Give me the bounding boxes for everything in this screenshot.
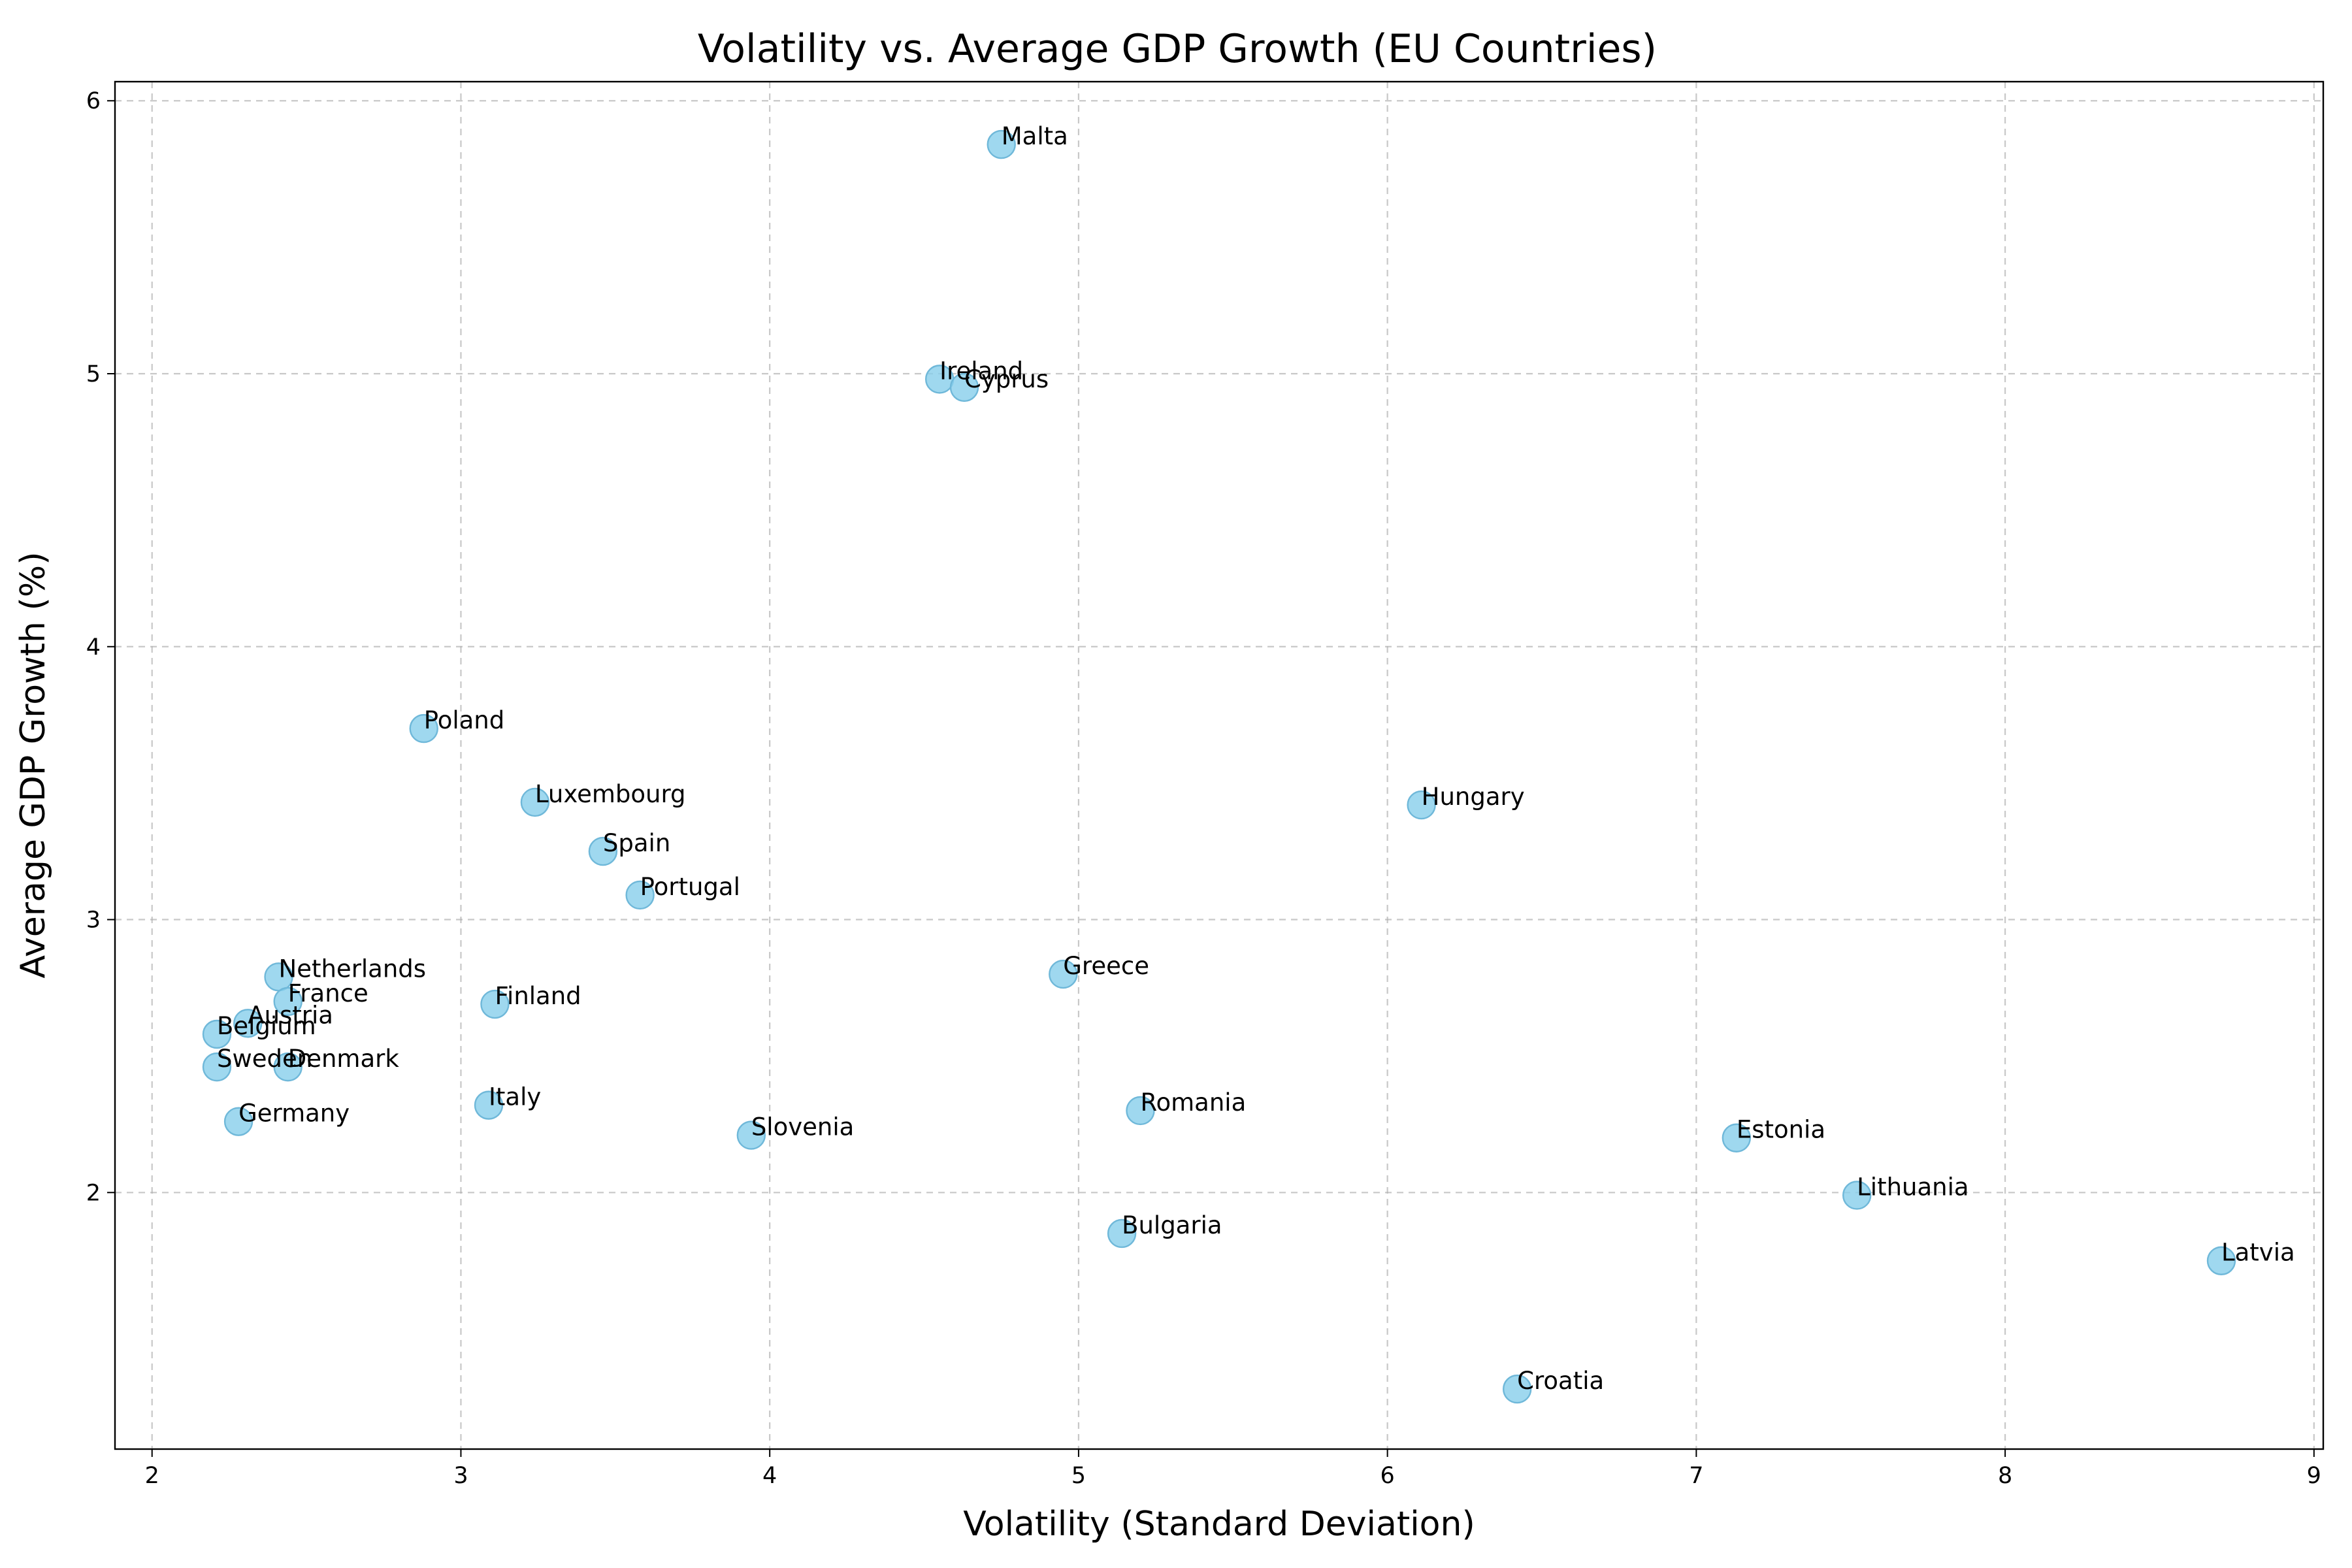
data-point xyxy=(202,1019,232,1049)
x-tick-label: 5 xyxy=(1071,1463,1086,1489)
data-point xyxy=(1107,1218,1137,1249)
point-label: Austria xyxy=(248,1001,333,1029)
point-label: Malta xyxy=(1002,122,1068,150)
data-point xyxy=(588,836,618,866)
point-label: Italy xyxy=(489,1083,541,1111)
y-tick-label: 2 xyxy=(86,1180,101,1206)
y-axis-label: Average GDP Growth (%) xyxy=(14,551,53,978)
data-point xyxy=(520,787,550,817)
data-point xyxy=(1502,1374,1532,1404)
x-tick-label: 9 xyxy=(2307,1463,2321,1489)
data-point xyxy=(987,129,1016,159)
data-point xyxy=(273,1052,302,1082)
point-label: Netherlands xyxy=(279,955,427,983)
data-point xyxy=(1722,1123,1752,1152)
data-point xyxy=(202,1052,232,1082)
y-tick-label: 6 xyxy=(86,88,101,114)
point-label: France xyxy=(288,979,368,1007)
x-tick-label: 7 xyxy=(1689,1463,1703,1489)
data-point xyxy=(474,1090,504,1120)
point-label: Romania xyxy=(1140,1088,1246,1117)
point-label: Latvia xyxy=(2221,1239,2295,1267)
grid-lines xyxy=(115,82,2323,1449)
x-axis-ticks: 2 3 4 5 6 7 8 9 xyxy=(145,1449,2321,1489)
x-tick-label: 3 xyxy=(453,1463,468,1489)
point-label: Croatia xyxy=(1517,1367,1604,1395)
data-point xyxy=(1049,959,1078,989)
point-label: Greece xyxy=(1063,952,1149,980)
x-tick-label: 2 xyxy=(145,1463,159,1489)
data-point xyxy=(480,989,510,1019)
data-point xyxy=(1126,1096,1155,1126)
data-point xyxy=(2206,1246,2236,1275)
data-point xyxy=(1407,790,1436,820)
point-label: Slovenia xyxy=(751,1113,854,1141)
data-point xyxy=(409,713,438,743)
point-label: Finland xyxy=(495,982,581,1010)
point-label: Portugal xyxy=(640,873,740,901)
y-tick-label: 4 xyxy=(86,634,101,661)
point-label: Bulgaria xyxy=(1122,1211,1222,1239)
point-label: Denmark xyxy=(288,1045,400,1073)
chart-title: Volatility vs. Average GDP Growth (EU Co… xyxy=(698,26,1657,72)
point-label: Ireland xyxy=(939,357,1023,385)
x-tick-label: 4 xyxy=(762,1463,777,1489)
data-point xyxy=(1842,1181,1872,1210)
point-label: Sweden xyxy=(217,1045,312,1073)
data-point xyxy=(233,1009,263,1038)
data-point xyxy=(273,987,302,1017)
point-label: Cyprus xyxy=(964,365,1049,393)
point-label: Lithuania xyxy=(1857,1173,1968,1201)
point-label: Spain xyxy=(603,829,670,857)
data-point xyxy=(736,1120,766,1150)
data-point xyxy=(625,880,655,910)
point-label: Estonia xyxy=(1737,1116,1825,1144)
point-label: Belgium xyxy=(217,1012,316,1040)
x-tick-label: 6 xyxy=(1380,1463,1394,1489)
x-tick-label: 8 xyxy=(1998,1463,2012,1489)
point-label: Hungary xyxy=(1422,783,1525,811)
point-label: Luxembourg xyxy=(535,780,686,808)
data-points xyxy=(202,129,2236,1404)
point-label: Germany xyxy=(238,1100,350,1128)
y-tick-label: 5 xyxy=(86,361,101,387)
x-axis-label: Volatility (Standard Deviation) xyxy=(963,1505,1475,1544)
data-point xyxy=(223,1107,253,1136)
point-label: Poland xyxy=(424,706,505,734)
y-tick-label: 3 xyxy=(86,907,101,934)
y-axis-ticks: 2 3 4 5 6 xyxy=(86,88,115,1206)
data-point xyxy=(949,372,979,402)
plot-frame xyxy=(114,80,2325,1450)
